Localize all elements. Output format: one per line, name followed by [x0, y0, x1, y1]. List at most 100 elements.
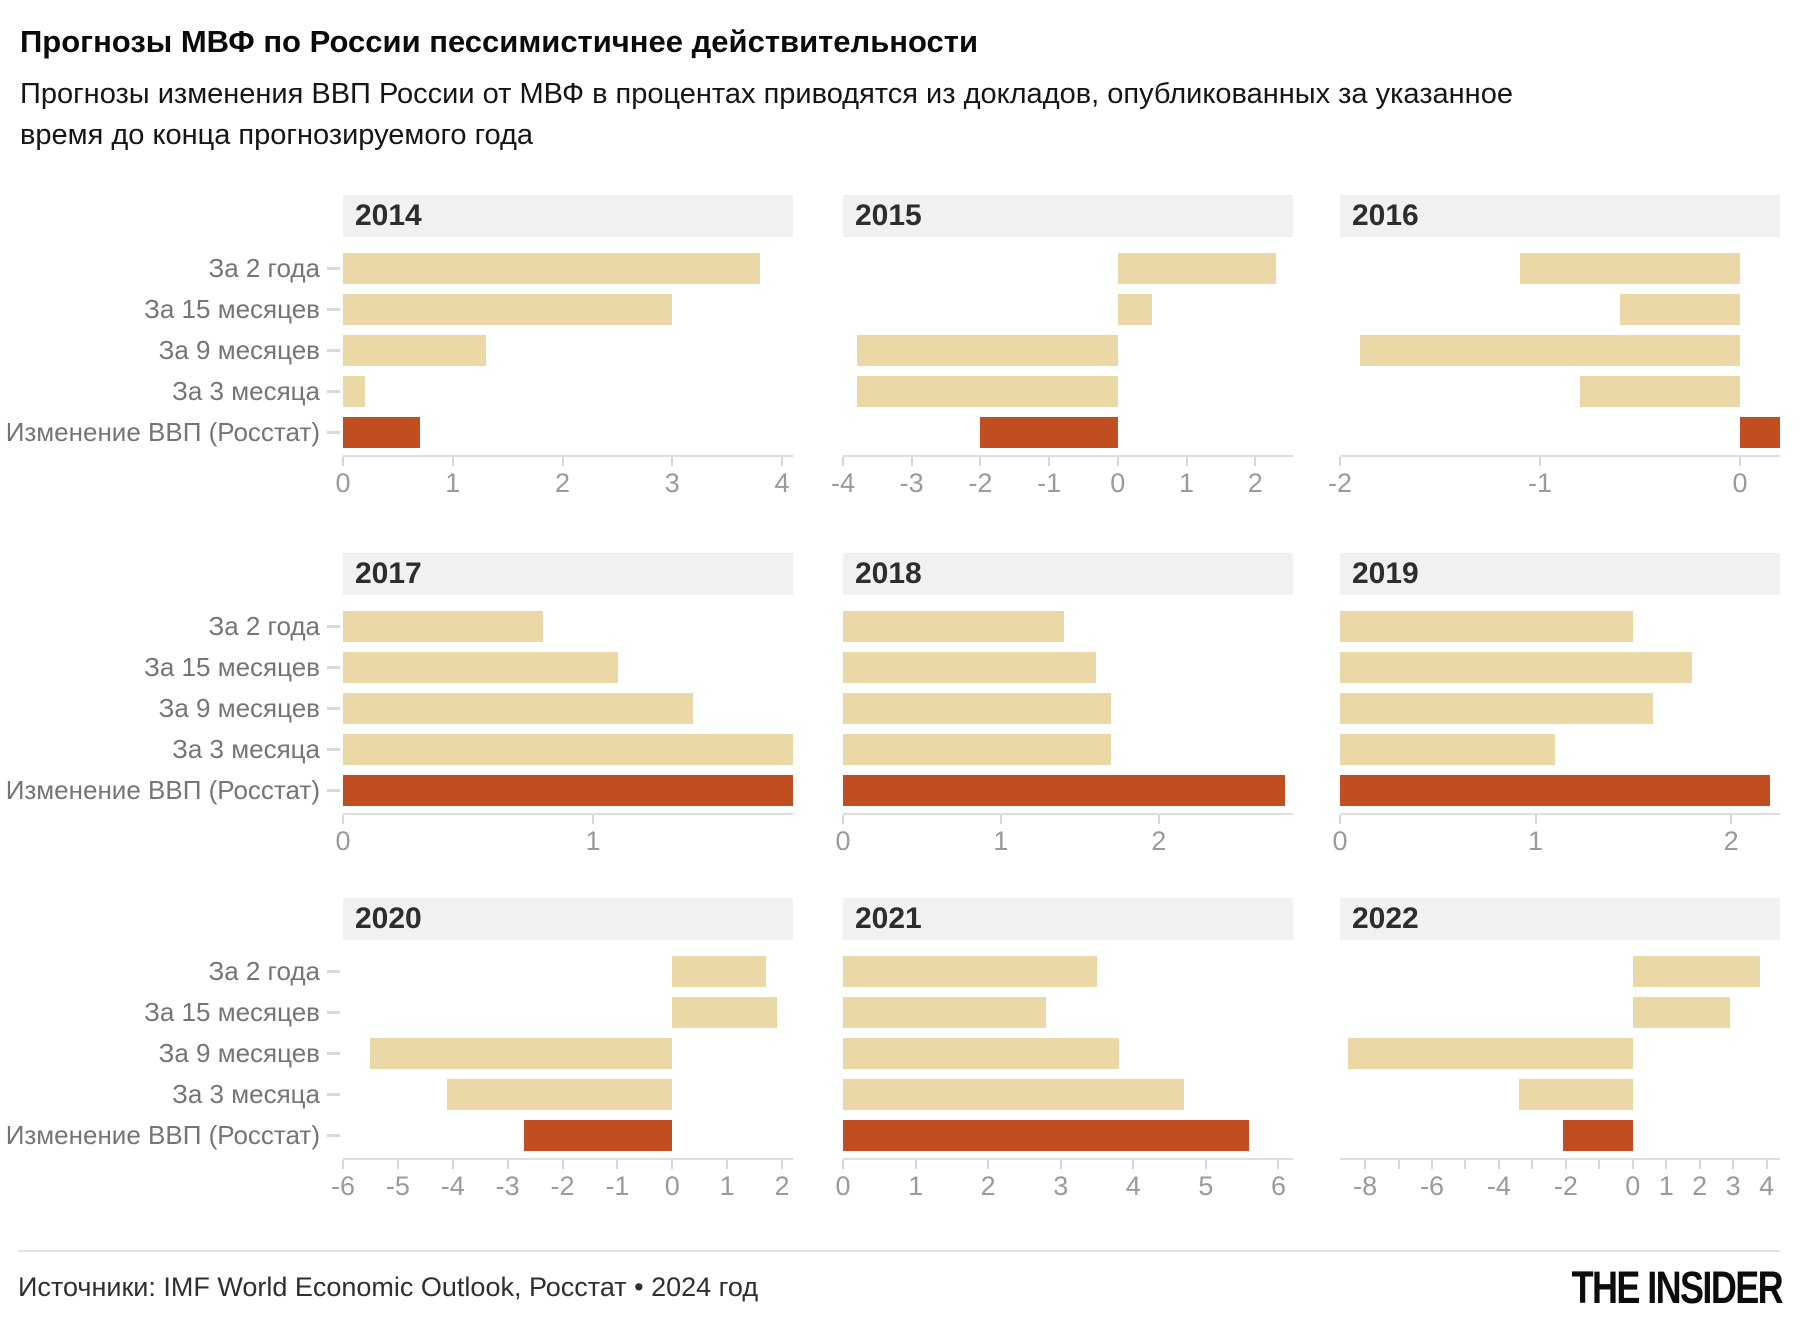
axis-tick — [914, 1160, 917, 1169]
axis-tick — [1631, 1160, 1634, 1169]
category-label-text: За 9 месяцев — [158, 693, 320, 723]
axis-tick-label: 3 — [1053, 1171, 1069, 1201]
bar-actual-2018 — [843, 775, 1286, 806]
axis-tick-label: 1 — [993, 826, 1009, 856]
bar-forecast-2018 — [843, 652, 1096, 683]
axis-tick-label: 2 — [980, 1171, 996, 1201]
category-label: Изменение ВВП (Росстат) — [6, 775, 340, 806]
axis-tick — [1598, 1160, 1601, 1169]
bar-forecast-2015 — [856, 376, 1118, 407]
axis-tick — [781, 457, 784, 466]
category-label-text: Изменение ВВП (Росстат) — [5, 1120, 320, 1150]
label-tick-dash — [327, 748, 340, 751]
category-label-text: За 9 месяцев — [158, 1038, 320, 1068]
label-tick-dash — [327, 431, 340, 434]
panel-plot — [843, 940, 1293, 1158]
axis-tick-label: -2 — [1327, 468, 1353, 498]
axis-tick — [1464, 1160, 1467, 1169]
axis-tick-label: -8 — [1353, 1171, 1378, 1201]
category-label: За 15 месяцев — [144, 294, 340, 325]
category-label-text: За 15 месяцев — [144, 652, 320, 682]
x-axis: 0 1 2 — [835, 813, 1293, 873]
category-label: За 2 года — [208, 253, 340, 284]
axis-tick-label: 1 — [445, 468, 461, 498]
bar-actual-2014 — [343, 417, 420, 448]
panel-plot — [343, 595, 793, 813]
footer-divider — [18, 1250, 1780, 1252]
axis-tick-label: 0 — [664, 1171, 680, 1201]
category-label-text: За 3 месяца — [172, 734, 320, 764]
panel-2020: 2020 -6 -5 -4 -3 -2 -1 0 1 2 — [331, 898, 793, 1218]
bar-forecast-2015 — [1117, 253, 1276, 284]
axis-tick-label: 0 — [835, 1171, 851, 1201]
x-axis: -4 -3 -2 -1 0 1 2 — [831, 455, 1293, 515]
x-axis: 0 1 2 — [1332, 813, 1780, 873]
category-label-text: За 2 года — [208, 956, 320, 986]
category-label-text: За 2 года — [208, 253, 320, 283]
axis-tick — [592, 815, 594, 824]
bar-actual-2019 — [1340, 775, 1771, 806]
bar-forecast-2019 — [1340, 734, 1556, 765]
bar-forecast-2021 — [843, 956, 1098, 987]
category-label: За 2 года — [208, 956, 340, 987]
axis-tick — [1732, 1160, 1735, 1169]
bar-forecast-2022 — [1632, 997, 1730, 1028]
panel-2019: 2019 0 1 2 — [1332, 553, 1780, 873]
axis-tick-label: 3 — [1725, 1171, 1741, 1201]
axis-tick — [1431, 1160, 1433, 1169]
label-tick-dash — [327, 349, 340, 352]
panel-2021: 2021 0 1 2 3 4 5 6 — [835, 898, 1293, 1218]
bar-forecast-2018 — [843, 611, 1065, 642]
axis-tick — [396, 1160, 399, 1169]
label-tick-dash — [327, 1052, 340, 1055]
axis-tick-label: 0 — [335, 826, 351, 856]
axis-tick-label: 2 — [1723, 826, 1739, 856]
panel-plot — [1340, 595, 1780, 813]
panel-plot — [1340, 237, 1780, 455]
label-tick-dash — [327, 789, 340, 792]
axis-tick-label: 2 — [1151, 826, 1167, 856]
bar-forecast-2017 — [343, 611, 543, 642]
axis-tick-label: 2 — [1247, 468, 1263, 498]
panel-year: 2015 — [843, 195, 1293, 237]
row-labels: За 2 года За 15 месяцев За 9 месяцев За 3 м… — [0, 898, 343, 1158]
axis-tick-label: -3 — [495, 1171, 520, 1201]
axis-tick — [726, 1160, 729, 1169]
axis-tick — [561, 1160, 564, 1169]
label-tick-dash — [327, 1134, 340, 1137]
axis-tick — [1698, 1160, 1701, 1169]
bar-actual-2017 — [343, 775, 793, 806]
category-label: За 15 месяцев — [144, 652, 340, 683]
panel-2017: 2017 0 1 — [335, 553, 793, 873]
axis-tick — [1339, 457, 1341, 466]
axis-tick-label: 1 — [908, 1171, 924, 1201]
category-label: За 9 месяцев — [159, 693, 340, 724]
bar-forecast-2019 — [1340, 611, 1634, 642]
panel-row: За 2 года За 15 месяцев За 9 месяцев За 3 м… — [0, 898, 1800, 1218]
panel-2016: 2016 -2 -1 0 — [1328, 195, 1780, 515]
axis-tick-label: -4 — [1486, 1171, 1511, 1201]
axis-tick — [987, 1160, 990, 1169]
axis-tick-label: 5 — [1198, 1171, 1214, 1201]
axis-tick — [1534, 815, 1537, 824]
axis-tick — [1059, 1160, 1062, 1169]
bar-forecast-2015 — [1117, 294, 1153, 325]
panel-year: 2014 — [343, 195, 793, 237]
category-label-text: За 3 месяца — [172, 376, 320, 406]
axis-tick — [451, 457, 454, 466]
category-label-text: За 2 года — [208, 611, 320, 641]
axis-tick — [1364, 1160, 1367, 1169]
bar-forecast-2022 — [1519, 1079, 1633, 1110]
axis-tick-label: 4 — [774, 468, 790, 498]
axis-tick — [1539, 457, 1541, 466]
panel-year: 2017 — [343, 553, 793, 595]
panel-plot — [343, 940, 793, 1158]
axis-tick — [671, 457, 674, 466]
panel-year: 2022 — [1340, 898, 1780, 940]
axis-tick — [1739, 457, 1741, 466]
panel-plot — [343, 237, 793, 455]
axis-tick-label: 1 — [1528, 826, 1544, 856]
axis-tick — [1497, 1160, 1500, 1169]
